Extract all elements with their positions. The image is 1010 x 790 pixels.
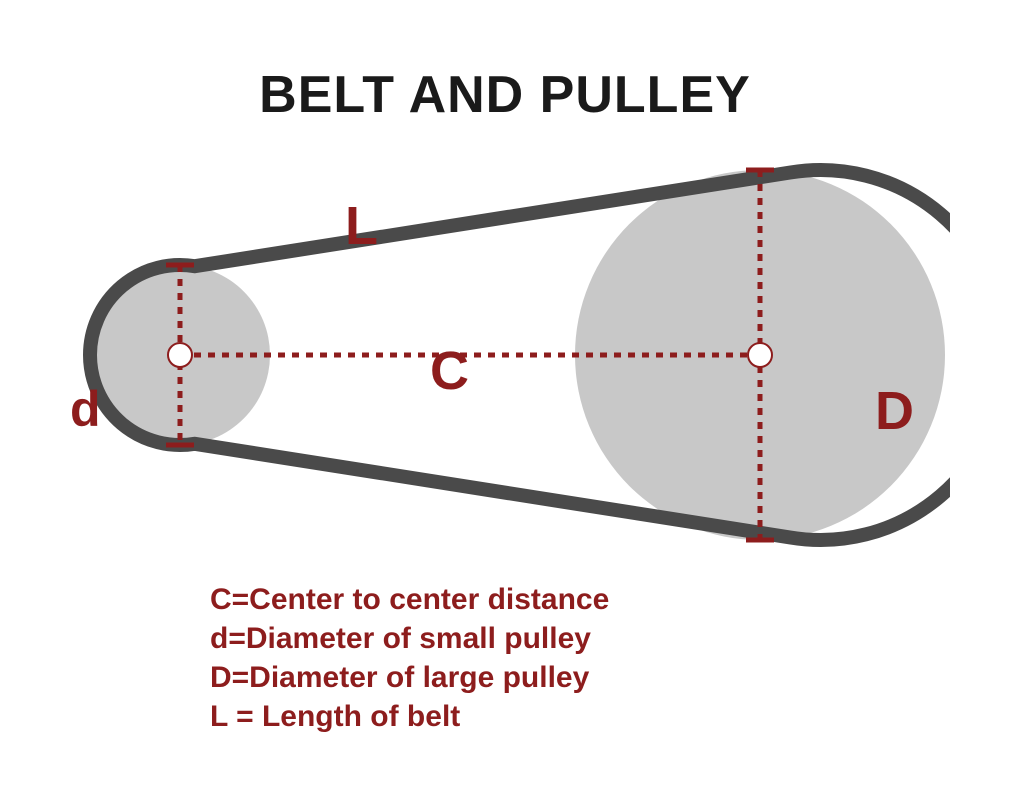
legend: C=Center to center distance d=Diameter o… <box>210 580 609 736</box>
label-D: D <box>875 380 914 442</box>
label-L: L <box>345 195 378 257</box>
legend-line-D: D=Diameter of large pulley <box>210 658 609 697</box>
label-C: C <box>430 340 469 402</box>
legend-line-L: L = Length of belt <box>210 697 609 736</box>
diagram-svg <box>60 140 950 570</box>
legend-line-d: d=Diameter of small pulley <box>210 619 609 658</box>
legend-line-C: C=Center to center distance <box>210 580 609 619</box>
page-title: BELT AND PULLEY <box>0 65 1010 125</box>
label-d: d <box>70 380 101 438</box>
belt-pulley-diagram: L C d D <box>60 140 950 570</box>
